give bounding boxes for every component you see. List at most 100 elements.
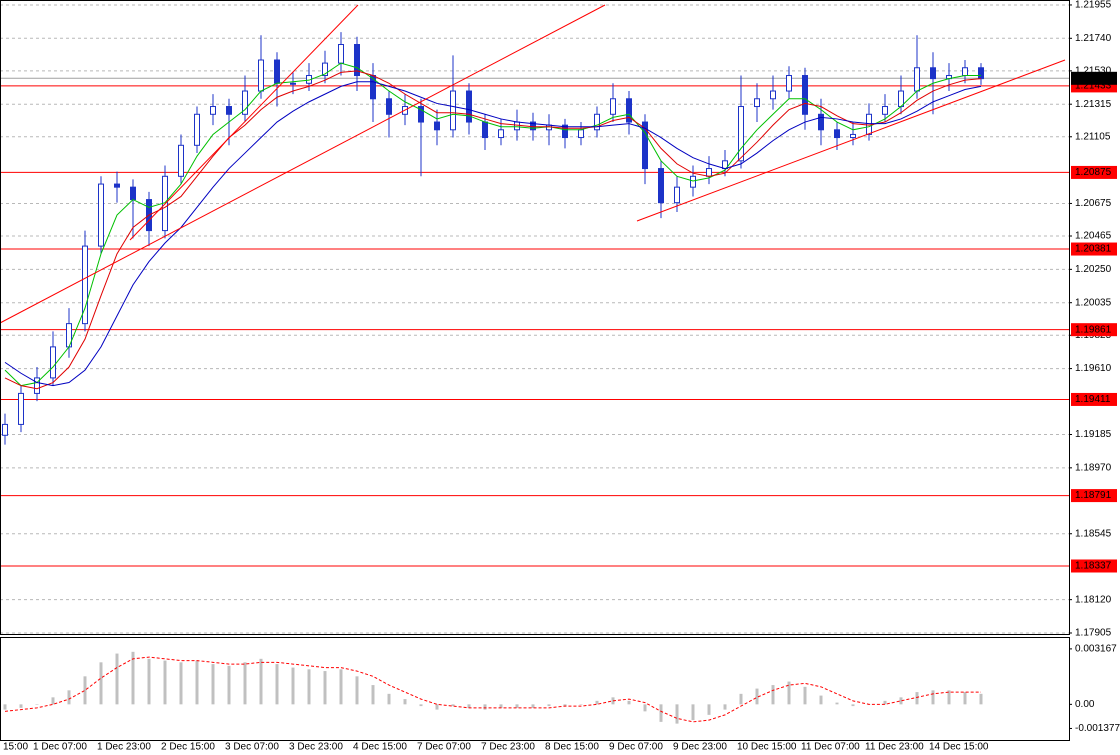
- candle-body: [818, 113, 824, 131]
- macd-bar: [707, 704, 711, 715]
- last-price-box: [1071, 71, 1117, 85]
- candle-body: [338, 44, 344, 64]
- macd-bar: [947, 690, 951, 705]
- level-label: 1.20875: [1075, 167, 1112, 178]
- macd-bar: [691, 704, 695, 721]
- x-tick-label: 7 Dec 23:00: [481, 742, 535, 753]
- y-tick-label: 1.18120: [1075, 594, 1112, 605]
- macd-bar: [643, 704, 647, 712]
- candle-body: [914, 67, 920, 92]
- y-tick-label: 1.20250: [1075, 264, 1112, 275]
- candle-body: [418, 106, 424, 123]
- x-tick-label: 10 Dec 15:00: [737, 742, 797, 753]
- macd-bar: [675, 704, 679, 724]
- candle-body: [930, 67, 936, 80]
- trend-line: [636, 59, 1066, 222]
- candle-body: [290, 82, 296, 85]
- candle-body: [466, 90, 472, 123]
- level-label-box: [1071, 559, 1117, 573]
- y-tick-label: 1.19610: [1075, 363, 1112, 374]
- last-price-label: 1.21482: [1075, 73, 1112, 84]
- candle-body: [178, 144, 184, 177]
- level-label-box: [1071, 242, 1117, 256]
- macd-bar: [883, 700, 887, 705]
- macd-bar: [19, 704, 23, 708]
- candle-body: [802, 75, 808, 115]
- macd-bar: [99, 662, 103, 705]
- x-tick-label: 15:00: [3, 742, 28, 753]
- candle-body: [130, 186, 136, 201]
- macd-bar: [67, 690, 71, 705]
- candle-body: [562, 124, 568, 139]
- candle-body: [50, 346, 56, 379]
- candle-body: [706, 168, 712, 177]
- level-label-box: [1071, 323, 1117, 337]
- x-tick-label: 2 Dec 15:00: [161, 742, 215, 753]
- macd-bar: [915, 692, 919, 705]
- macd-bar: [739, 693, 743, 705]
- macd-bar: [563, 704, 567, 707]
- x-tick-label: 1 Dec 07:00: [33, 742, 87, 753]
- level-layer: [0, 77, 1069, 567]
- macd-bar: [803, 686, 807, 705]
- trend-line: [0, 4, 606, 324]
- macd-bar: [275, 664, 279, 705]
- macd-bar: [51, 697, 55, 705]
- y-tick-label: -0.001377: [1075, 723, 1120, 734]
- candle-body: [786, 75, 792, 92]
- price-panel-frame: [0, 0, 1070, 635]
- candle-body: [450, 90, 456, 131]
- macd-bar: [307, 669, 311, 705]
- candle-body: [210, 106, 216, 115]
- candle-body: [962, 67, 968, 77]
- y-tick-label: 1.21530: [1075, 66, 1112, 77]
- candle-body: [386, 98, 392, 115]
- macd-bar: [931, 690, 935, 705]
- y-tick-label: 0.00: [1075, 699, 1095, 710]
- macd-bar: [403, 699, 407, 705]
- candle-body: [274, 59, 280, 84]
- candle-body: [882, 106, 888, 115]
- x-tick-label: 3 Dec 23:00: [289, 742, 343, 753]
- macd-bar: [979, 693, 983, 705]
- level-label: 1.20381: [1075, 244, 1112, 255]
- y-tick-label: 1.18970: [1075, 462, 1112, 473]
- candle-body: [482, 121, 488, 139]
- x-tick-label: 9 Dec 23:00: [673, 742, 727, 753]
- y-tick-label: 0.003167: [1075, 644, 1117, 655]
- level-label: 1.19411: [1075, 394, 1111, 405]
- macd-bar: [547, 704, 551, 707]
- macd-bar: [371, 685, 375, 705]
- candle-body: [850, 133, 856, 139]
- macd-bar: [531, 704, 535, 708]
- candle-body: [242, 90, 248, 115]
- candle-body: [530, 121, 536, 131]
- x-tick-label: 8 Dec 15:00: [545, 742, 599, 753]
- macd-bar: [963, 692, 967, 705]
- x-tick-label: 14 Dec 15:00: [929, 742, 989, 753]
- macd-bar: [3, 704, 7, 710]
- macd-bar: [467, 704, 471, 708]
- y-tick-label: 1.19185: [1075, 429, 1112, 440]
- x-tick-label: 7 Dec 07:00: [417, 742, 471, 753]
- candle-body: [194, 113, 200, 146]
- candle-body: [82, 245, 88, 325]
- x-tick-label: 11 Dec 07:00: [801, 742, 860, 753]
- macd-bar: [451, 704, 455, 707]
- candle-body: [626, 98, 632, 123]
- y-tick-label: 1.21955: [1075, 0, 1112, 11]
- level-label: 1.18791: [1075, 490, 1112, 501]
- macd-bar: [227, 665, 231, 705]
- macd-bar: [35, 704, 39, 705]
- macd-bar: [387, 693, 391, 705]
- y-tick-label: 1.20035: [1075, 297, 1112, 308]
- macd-bar: [259, 658, 263, 705]
- macd-bar: [147, 658, 151, 705]
- candle-body: [610, 98, 616, 115]
- macd-bar: [483, 704, 487, 710]
- macd-bar: [771, 685, 775, 705]
- candle-body: [770, 90, 776, 100]
